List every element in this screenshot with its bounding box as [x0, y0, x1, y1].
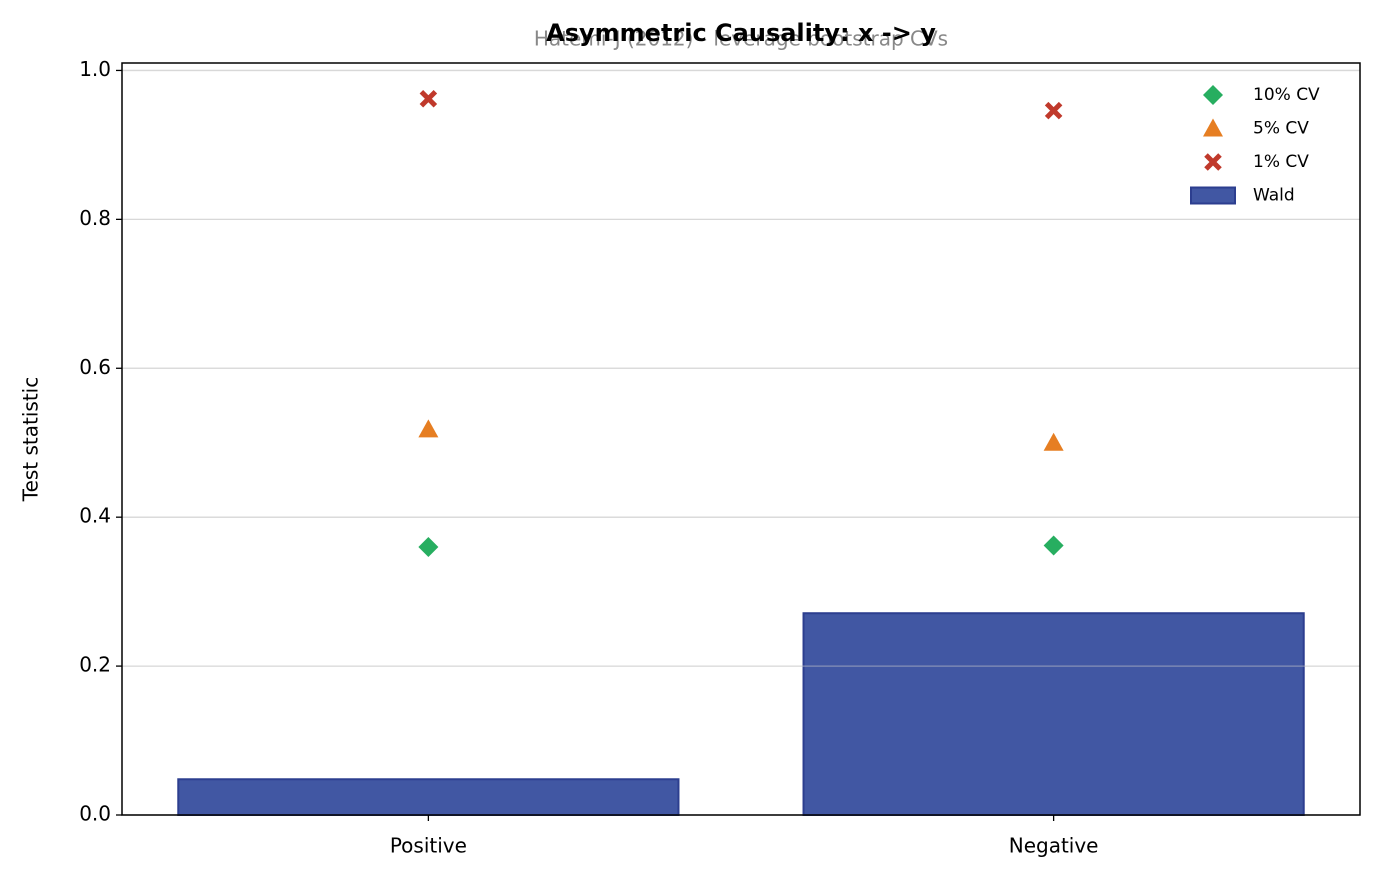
cv-marker [418, 536, 439, 557]
x-tick-label: Negative [1009, 834, 1099, 858]
cv-marker [418, 419, 439, 438]
legend-swatch [1190, 186, 1236, 205]
cv-marker [419, 89, 438, 108]
legend-label: 5% CV [1253, 119, 1309, 139]
cv-marker [1043, 535, 1064, 556]
y-tick-label: 0.4 [79, 504, 111, 528]
y-axis-label: Test statistic [19, 377, 43, 502]
legend-swatch [1203, 85, 1223, 105]
y-tick-label: 0.0 [79, 802, 111, 826]
legend-label: 10% CV [1253, 85, 1320, 105]
legend-label: 1% CV [1253, 152, 1309, 172]
legend-swatch [1204, 153, 1222, 171]
y-tick-label: 0.2 [79, 653, 111, 677]
bar [802, 612, 1305, 817]
chart-title: Asymmetric Causality: x -> y [546, 19, 936, 47]
cv-marker [1044, 101, 1063, 120]
y-tick-label: 0.8 [79, 206, 111, 230]
cv-marker [1043, 432, 1064, 451]
legend-swatch [1203, 118, 1223, 137]
legend-label: Wald [1253, 186, 1295, 206]
x-tick-label: Positive [390, 834, 467, 858]
plot-frame [121, 62, 1361, 816]
bar [177, 778, 680, 817]
y-tick-label: 0.6 [79, 355, 111, 379]
chart-subtitle: Hatemi-J (2012) - leverage bootstrap CVs [534, 27, 948, 51]
y-tick-label: 1.0 [79, 57, 111, 81]
